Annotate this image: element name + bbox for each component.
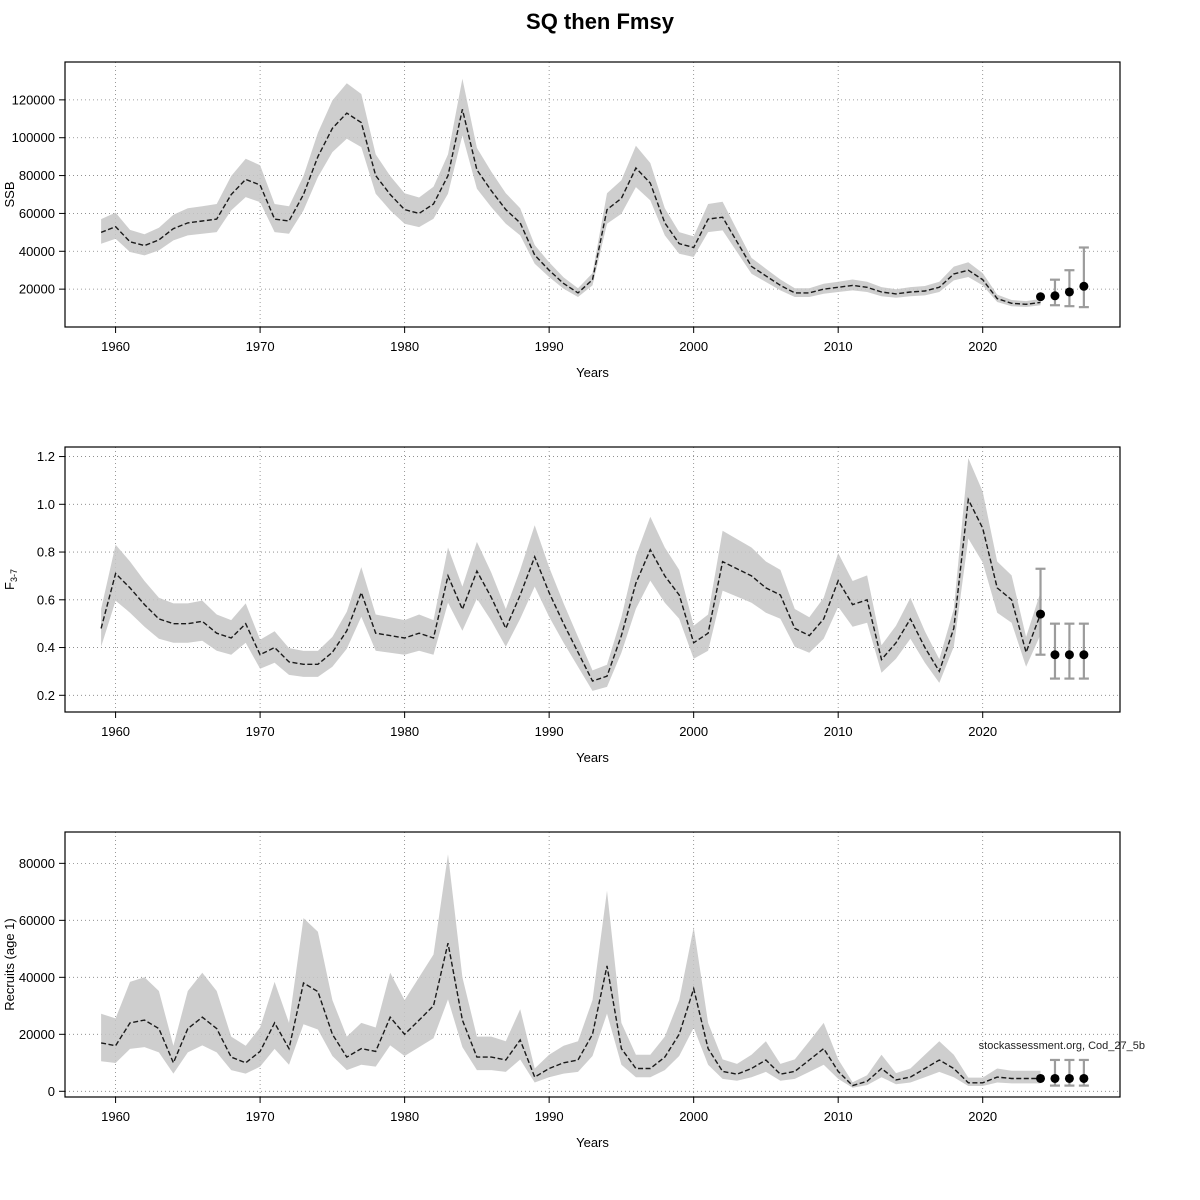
svg-text:60000: 60000 [19,206,55,221]
svg-text:2020: 2020 [968,339,997,354]
svg-text:80000: 80000 [19,168,55,183]
ssb-panel: 1960 1970 1980 1990 2000 2010 2020 20000 40000 60… [0,44,1200,429]
fbar-panel: 1960 1970 1980 1990 2000 2010 2020 0.2 0.4 0.6 0.8… [0,429,1200,814]
svg-text:1960: 1960 [101,339,130,354]
recruits-panel: 1960 1970 1980 1990 2000 2010 2020 0 20000 40000 6… [0,814,1200,1199]
svg-text:1970: 1970 [246,724,275,739]
svg-text:40000: 40000 [19,970,55,985]
recruits-chart: 1960 1970 1980 1990 2000 2010 2020 0 20000 40000 6… [2,831,1121,1150]
svg-text:1960: 1960 [101,724,130,739]
svg-text:1990: 1990 [535,1109,564,1124]
svg-text:Recruits (age 1): Recruits (age 1) [2,918,17,1010]
svg-text:2000: 2000 [679,1109,708,1124]
page-title: SQ then Fmsy [526,9,674,34]
svg-text:20000: 20000 [19,1027,55,1042]
svg-text:1.2: 1.2 [37,449,55,464]
svg-text:80000: 80000 [19,856,55,871]
source-annotation: stockassessment.org, Cod_27_5b [978,1040,1145,1052]
svg-text:1980: 1980 [390,339,419,354]
svg-text:Years: Years [576,1135,609,1150]
svg-text:2020: 2020 [968,724,997,739]
svg-text:Years: Years [576,750,609,765]
svg-text:0.2: 0.2 [37,688,55,703]
svg-text:2010: 2010 [824,724,853,739]
fbar-chart: 1960 1970 1980 1990 2000 2010 2020 0.2 0.4 0.6 0.8… [2,446,1121,765]
svg-text:F3-7: F3-7 [2,569,19,590]
svg-text:100000: 100000 [12,130,55,145]
svg-text:1990: 1990 [535,339,564,354]
svg-text:2010: 2010 [824,339,853,354]
svg-text:0.6: 0.6 [37,592,55,607]
svg-text:2000: 2000 [679,724,708,739]
svg-text:1970: 1970 [246,339,275,354]
svg-text:120000: 120000 [12,92,55,107]
svg-text:1960: 1960 [101,1109,130,1124]
svg-text:2000: 2000 [679,339,708,354]
svg-text:1990: 1990 [535,724,564,739]
svg-text:2020: 2020 [968,1109,997,1124]
svg-text:40000: 40000 [19,244,55,259]
svg-text:1.0: 1.0 [37,497,55,512]
svg-text:0.8: 0.8 [37,545,55,560]
svg-text:20000: 20000 [19,282,55,297]
svg-text:SSB: SSB [2,181,17,207]
svg-text:1980: 1980 [390,724,419,739]
svg-text:2010: 2010 [824,1109,853,1124]
ssb-chart: 1960 1970 1980 1990 2000 2010 2020 20000 40000 60… [2,61,1121,380]
svg-text:0: 0 [48,1084,55,1099]
svg-text:0.4: 0.4 [37,640,55,655]
svg-text:1980: 1980 [390,1109,419,1124]
svg-text:1970: 1970 [246,1109,275,1124]
svg-text:60000: 60000 [19,913,55,928]
svg-text:Years: Years [576,365,609,380]
